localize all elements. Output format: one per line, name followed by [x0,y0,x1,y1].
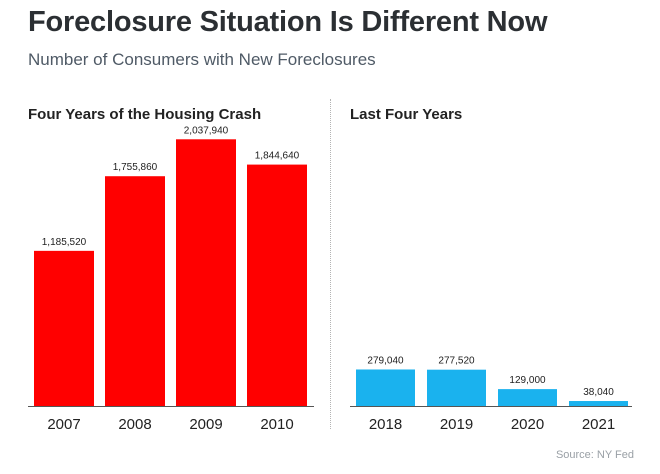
right-bar-2019 [427,369,486,406]
right-bar-2021 [569,401,628,406]
left-value-label-2010: 1,844,640 [255,151,300,162]
source-note: Source: NY Fed [555,449,634,461]
page-subtitle: Number of Consumers with New Foreclosure… [28,50,376,69]
right-tick-label-2021: 2021 [582,416,615,433]
right-value-label-2018: 279,040 [367,355,404,366]
right-bar-2018 [356,369,415,406]
left-tick-label-2008: 2008 [118,416,151,433]
right-bar-2020 [498,389,557,406]
left-tick-label-2007: 2007 [47,416,80,433]
right-tick-label-2018: 2018 [369,416,402,433]
left-value-label-2009: 2,037,940 [184,125,229,136]
panel-divider [330,99,331,429]
left-bar-2010 [247,164,307,406]
right-tick-label-2019: 2019 [440,416,473,433]
right-tick-label-2020: 2020 [511,416,544,433]
right-chart-title: Last Four Years [350,106,463,123]
left-value-label-2007: 1,185,520 [42,237,87,248]
left-value-label-2008: 1,755,860 [113,162,158,173]
right-value-label-2021: 38,040 [583,387,614,398]
right-value-label-2019: 277,520 [438,356,475,367]
left-tick-label-2009: 2009 [189,416,222,433]
left-bar-2009 [176,139,236,406]
left-chart-title: Four Years of the Housing Crash [28,106,262,123]
right-value-label-2020: 129,000 [509,375,546,386]
left-tick-label-2010: 2010 [260,416,293,433]
left-bar-2007 [34,250,94,406]
left-bar-2008 [105,176,165,406]
page-title: Foreclosure Situation Is Different Now [28,6,548,38]
